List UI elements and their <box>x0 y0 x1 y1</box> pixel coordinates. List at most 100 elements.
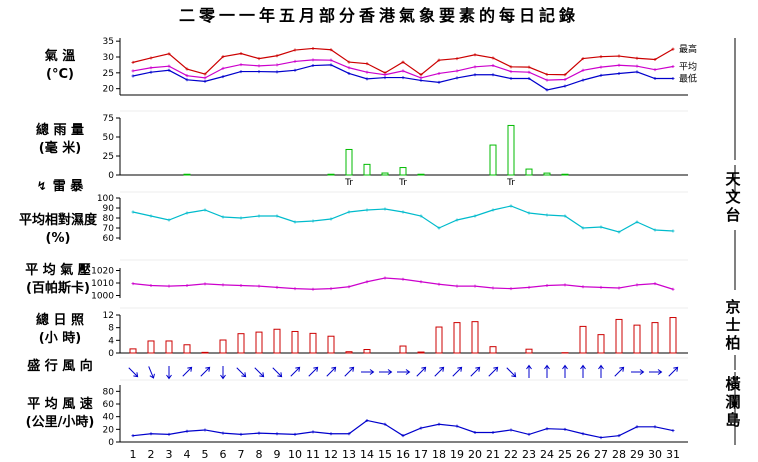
x-tick-label: 14 <box>360 448 374 461</box>
pressure-line-point <box>635 283 639 287</box>
pressure-line-point <box>365 280 369 284</box>
wind-arrow <box>452 366 463 377</box>
wind-arrow-shaft <box>668 367 678 377</box>
humidity-ytick-label: 100 <box>97 194 114 204</box>
sunshine-bar <box>183 344 191 354</box>
windspeed-ytick-label: 60 <box>103 400 115 410</box>
sunshine-bar <box>453 322 461 354</box>
sunshine-bar <box>651 322 659 354</box>
wind-arrow-head <box>619 366 625 372</box>
wind-arrow <box>526 364 532 378</box>
windspeed-ytick-label: 40 <box>103 413 115 423</box>
humidity-ytick-label: 60 <box>103 234 115 244</box>
temp-series-2-point <box>221 75 225 79</box>
windspeed-line-point <box>653 425 657 429</box>
windspeed-line-point <box>185 429 189 433</box>
humidity-line-point <box>563 214 567 218</box>
rain-bar <box>525 168 533 176</box>
rain-bar <box>327 173 335 176</box>
wind-arrow <box>434 366 445 377</box>
windspeed-line-point <box>671 429 675 433</box>
temp-series-2-point <box>509 77 513 81</box>
wind-arrow-head <box>526 364 532 370</box>
sunshine-bar <box>291 330 299 354</box>
temp-series-0-point <box>491 56 495 60</box>
wind-arrow-shaft <box>470 367 480 377</box>
temp-series-0-point <box>257 57 261 61</box>
wind-arrow-head <box>259 372 265 378</box>
temp-series-1-point <box>167 64 171 68</box>
pressure-ytick-label: 1010 <box>91 279 114 289</box>
temperature-label: 氣 溫 (°C) <box>44 49 76 82</box>
wind-arrow <box>598 364 604 378</box>
temp-series-2-point <box>239 70 243 74</box>
pressure-line-point <box>401 277 405 281</box>
x-tick-label: 17 <box>414 448 428 461</box>
humidity-line-point <box>221 215 225 219</box>
wind-arrow-head <box>387 369 393 375</box>
temp-series-0-point <box>473 53 477 57</box>
temp-series-2-point <box>545 88 549 92</box>
x-tick-label: 1 <box>130 448 137 461</box>
x-tick-label: 5 <box>202 448 209 461</box>
humidity-ytick-label: 70 <box>103 224 115 234</box>
temp-series-0-point <box>653 58 657 62</box>
wind-arrow-head <box>457 366 463 372</box>
thunder-marker: Tr <box>344 178 353 188</box>
temp-series-1-point <box>329 58 333 62</box>
temp-series-2-point <box>599 73 603 77</box>
wind-arrow <box>326 366 337 377</box>
wind-arrow <box>361 369 375 375</box>
temp-series-1-point <box>365 70 369 74</box>
pressure-line-point <box>437 282 441 286</box>
wind-arrow-head <box>313 366 319 372</box>
pressure-line-point <box>347 285 351 289</box>
humidity-line-point <box>527 211 531 215</box>
windspeed-line-point <box>509 428 513 432</box>
wind-arrow <box>562 364 568 378</box>
temp-series-0-point <box>509 65 513 69</box>
windspeed-line-point <box>563 427 567 431</box>
wind-arrow-head <box>439 366 445 372</box>
humidity-line <box>132 205 674 233</box>
temp-series-2-point <box>671 77 675 81</box>
humidity-line-point <box>437 226 441 230</box>
temp-series-1-point <box>473 65 477 69</box>
windspeed-line-point <box>599 436 603 440</box>
temp-series-0-point <box>347 60 351 64</box>
x-tick-label: 13 <box>342 448 356 461</box>
sunshine-bar <box>489 346 497 354</box>
wind-arrow <box>614 366 625 377</box>
sunshine-bar <box>273 328 281 354</box>
temp-series-1-point <box>185 74 189 78</box>
temp-series-0-point <box>527 65 531 69</box>
wind-arrow-shaft <box>488 367 498 377</box>
station-waglan: 橫瀾島 <box>725 375 741 429</box>
temp-series-1-point <box>347 66 351 70</box>
sunshine-bar <box>615 318 623 354</box>
humidity-line-point <box>203 208 207 212</box>
temp-series-2-point <box>275 70 279 74</box>
wind-arrow-shaft <box>506 367 516 377</box>
temp-series-2-point <box>401 76 405 80</box>
wind-arrow <box>344 366 355 377</box>
temp-series-1-point <box>455 69 459 73</box>
wind-arrow <box>148 366 155 379</box>
thunder-icon: ↯ <box>36 179 47 193</box>
windspeed-line-point <box>527 432 531 436</box>
wind-direction-label: 盛 行 風 向 <box>27 359 93 374</box>
humidity-line-point <box>365 208 369 212</box>
pressure-line-point <box>581 285 585 289</box>
wind-arrow-shaft <box>434 367 444 377</box>
temp-series-1-point <box>527 70 531 74</box>
temp-series-1-point <box>401 69 405 73</box>
temp-series-1-point <box>563 77 567 81</box>
pressure-line-point <box>563 283 567 287</box>
windspeed-ytick-label: 80 <box>103 387 115 397</box>
temp-series-2-point <box>635 70 639 74</box>
sunshine-bar <box>417 351 425 354</box>
wind-arrow <box>236 367 247 378</box>
sunshine-bar <box>129 348 137 354</box>
sunshine-bar <box>309 332 317 354</box>
